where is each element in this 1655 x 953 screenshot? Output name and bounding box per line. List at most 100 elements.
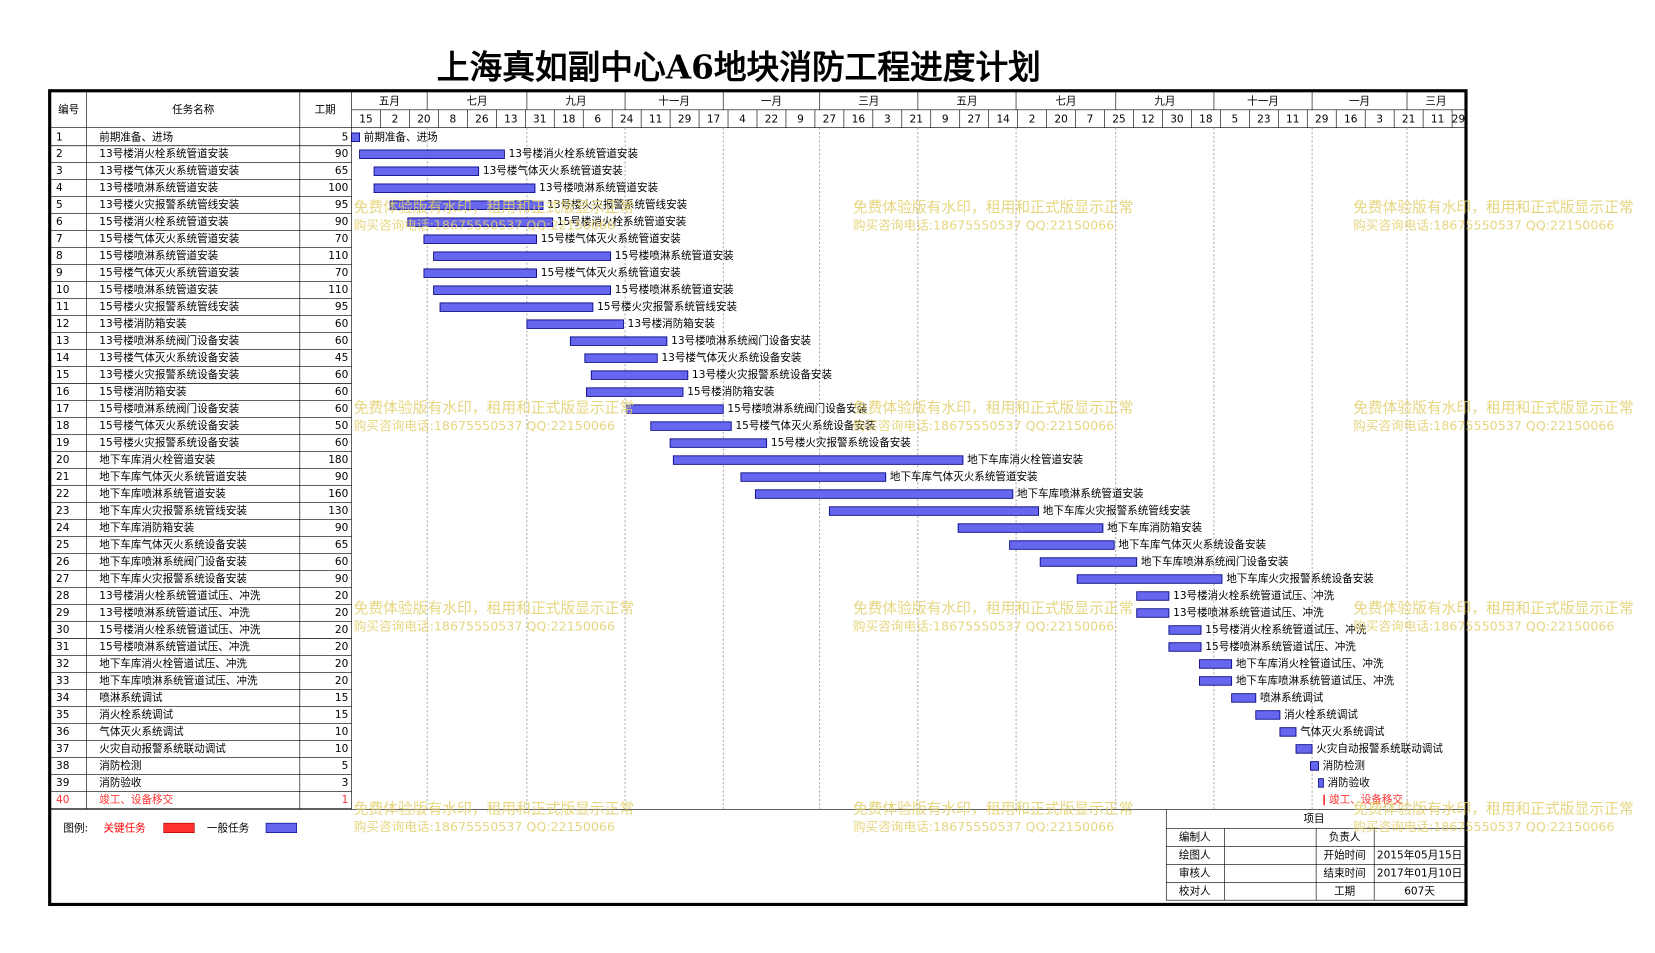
day-label: 26 [475,113,489,125]
task-id: 12 [56,318,69,330]
task-id: 24 [56,522,70,534]
watermark: 免费体验版有水印，租用和正式版显示正常 [354,600,635,617]
watermark: 免费体验版有水印，租用和正式版显示正常 [1353,800,1634,817]
task-name: 气体灭火系统调试 [99,725,184,738]
bar-label: 15号楼喷淋系统管道试压、冲洗 [1205,640,1356,653]
task-bar [407,217,554,227]
bar-label: 13号楼喷淋系统管道试压、冲洗 [1173,606,1324,619]
watermark: 免费体验版有水印，租用和正式版显示正常 [853,399,1134,416]
task-id: 32 [56,658,69,670]
day-label: 18 [562,113,575,125]
task-id: 33 [56,675,69,687]
header-id: 编号 [58,103,79,116]
task-duration: 90 [335,471,349,483]
bar-label: 15号楼喷淋系统管道安装 [615,249,734,262]
task-id: 31 [56,641,69,653]
task-bar [1009,540,1115,550]
bar-label: 前期准备、进场 [364,130,438,143]
day-label: 11 [649,113,662,125]
day-label: 9 [797,113,804,125]
info-key: 负责人 [1329,830,1361,843]
task-id: 23 [56,505,69,517]
month-label: 一月 [1349,95,1370,107]
task-bar [590,370,689,380]
task-name: 地下车库喷淋系统阀门设备安装 [99,555,247,568]
day-label: 23 [1257,113,1270,125]
task-duration: 20 [335,607,349,619]
task-duration: 90 [335,216,349,228]
task-id: 8 [56,250,63,262]
legend-critical: 关键任务 [104,821,147,834]
task-name: 15号楼喷淋系统管道安装 [99,283,218,296]
task-duration: 90 [335,148,349,160]
task-name: 15号楼喷淋系统阀门设备安装 [99,402,239,415]
task-name: 13号楼消火栓系统管道试压、冲洗 [99,589,261,602]
bar-label: 13号楼喷淋系统阀门设备安装 [671,334,811,347]
month-label: 九月 [1154,95,1175,107]
bar-label: 气体灭火系统调试 [1300,725,1385,738]
task-duration: 100 [328,182,348,194]
task-duration: 1 [342,794,349,806]
month-label: 七月 [1055,95,1076,107]
task-name: 前期准备、进场 [99,130,173,143]
task-name: 13号楼气体灭火系统管道安装 [99,164,239,177]
task-name: 13号楼火灾报警系统管线安装 [99,198,239,211]
bar-label: 地下车库喷淋系统阀门设备安装 [1141,555,1289,568]
bar-label: 15号楼消火栓系统管道试压、冲洗 [1205,623,1367,636]
task-duration: 5 [342,131,349,143]
task-duration: 10 [335,726,349,738]
task-bar [569,336,668,346]
task-name: 15号楼喷淋系统管道安装 [99,249,218,262]
task-bar [1076,574,1223,584]
task-id: 36 [56,726,70,738]
day-label: 5 [1231,113,1238,125]
task-bar [1310,761,1319,771]
task-duration: 50 [335,420,349,432]
task-bar [1255,710,1281,720]
task-id: 22 [56,488,69,500]
bar-label: 13号楼火灾报警系统管线安装 [547,198,687,211]
task-bar [1168,642,1202,652]
info-label: 审核人 [1179,866,1211,879]
watermark: 购买咨询电话:18675550537 QQ:22150066 [354,418,615,433]
day-label: 7 [1087,113,1094,125]
task-id: 21 [56,471,69,483]
day-label: 17 [707,113,720,125]
day-label: 6 [594,113,601,125]
task-name: 15号楼气体灭火系统管道安装 [99,266,239,279]
task-bar [1136,608,1170,618]
month-label: 九月 [565,95,586,107]
task-id: 16 [56,386,70,398]
day-label: 8 [450,113,457,125]
day-label: 18 [1199,113,1212,125]
month-label: 五月 [379,95,400,107]
task-name: 地下车库消防箱安装 [99,521,194,534]
day-label: 30 [1170,113,1184,125]
bar-label: 消防验收 [1328,776,1371,789]
info-label: 校对人 [1179,884,1211,897]
task-id: 7 [56,233,63,245]
task-duration: 90 [335,573,349,585]
task-name: 喷淋系统调试 [99,691,163,704]
bar-label: 地下车库喷淋系统管道安装 [1017,487,1144,500]
task-bar [1199,676,1233,686]
task-id: 9 [56,267,63,279]
task-id: 35 [56,709,69,721]
task-bar [754,489,1014,499]
info-key: 工期 [1334,885,1355,897]
task-duration: 110 [328,284,348,296]
task-id: 3 [56,165,63,177]
bar-label: 15号楼消火栓系统管道安装 [557,215,687,228]
task-name: 地下车库消火栓管道试压、冲洗 [99,657,247,670]
task-name: 地下车库火灾报警系统设备安装 [99,572,247,585]
task-id: 20 [56,454,70,466]
task-name: 地下车库气体灭火系统管道安装 [99,470,247,483]
task-bar [1199,659,1233,669]
watermark: 免费体验版有水印，租用和正式版显示正常 [354,800,635,817]
watermark: 购买咨询电话:18675550537 QQ:22150066 [853,217,1114,232]
task-bar [586,387,684,397]
task-duration: 20 [335,624,349,636]
month-label: 三月 [858,95,879,107]
day-label: 16 [1344,113,1358,125]
info-value: 607天 [1404,885,1435,897]
